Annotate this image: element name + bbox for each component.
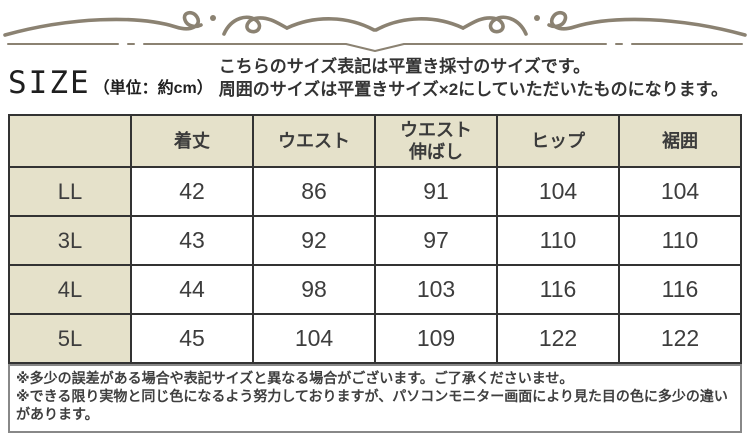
cell-ll-waist: 86	[252, 166, 376, 217]
intro-line-2: 周囲のサイズは平置きサイズ×2にしていただいたものになります。	[218, 80, 728, 99]
row-header-3l: 3L	[8, 215, 132, 266]
cell-5l-waist: 104	[252, 313, 376, 364]
column-header-length: 着丈	[130, 114, 254, 168]
cell-3l-hip: 110	[496, 215, 620, 266]
cell-ll-hip: 104	[496, 166, 620, 217]
decorative-flourish-divider	[3, 10, 747, 52]
table-header-row: 着丈 ウエスト ウエスト 伸ばし ヒップ 裾囲	[8, 114, 742, 168]
cell-3l-length: 43	[130, 215, 254, 266]
cell-ll-hem: 104	[618, 166, 742, 217]
table-row-5l: 5L 45 104 109 122 122	[8, 313, 742, 364]
notes-box: ※多少の誤差がある場合や表記サイズと異なる場合がございます。ご了承くださいませ。…	[8, 364, 742, 433]
cell-5l-hem: 122	[618, 313, 742, 364]
cell-ll-waist-stretched: 91	[374, 166, 498, 217]
column-header-hem: 裾囲	[618, 114, 742, 168]
note-line-2: ※できる限り実物と同じ色になるよう努力しておりますが、パソコンモニター画面により…	[16, 388, 728, 422]
row-header-5l: 5L	[8, 313, 132, 364]
cell-4l-length: 44	[130, 264, 254, 315]
cell-ll-length: 42	[130, 166, 254, 217]
cell-3l-waist-stretched: 97	[374, 215, 498, 266]
size-chart-image: SIZE （単位：約cm） こちらのサイズ表記は平置き採寸のサイズです。 周囲の…	[0, 4, 750, 439]
table-row-4l: 4L 44 98 103 116 116	[8, 264, 742, 315]
cell-4l-waist: 98	[252, 264, 376, 315]
table-row-ll: LL 42 86 91 104 104	[8, 166, 742, 217]
cell-4l-waist-stretched: 103	[374, 264, 498, 315]
unit-label: （単位：約cm）	[93, 80, 213, 97]
cell-5l-hip: 122	[496, 313, 620, 364]
cell-5l-waist-stretched: 109	[374, 313, 498, 364]
cell-3l-waist: 92	[252, 215, 376, 266]
cell-3l-hem: 110	[618, 215, 742, 266]
table-row-3l: 3L 43 92 97 110 110	[8, 215, 742, 266]
note-line-1: ※多少の誤差がある場合や表記サイズと異なる場合がございます。ご了承くださいませ。	[16, 370, 574, 386]
column-header-size	[8, 114, 132, 168]
intro-line-1: こちらのサイズ表記は平置き採寸のサイズです。	[218, 57, 591, 76]
cell-5l-length: 45	[130, 313, 254, 364]
row-header-4l: 4L	[8, 264, 132, 315]
size-title-group: SIZE （単位：約cm）	[8, 65, 213, 101]
cell-4l-hem: 116	[618, 264, 742, 315]
column-header-hip: ヒップ	[496, 114, 620, 168]
intro-text: こちらのサイズ表記は平置き採寸のサイズです。 周囲のサイズは平置きサイズ×2にし…	[219, 55, 728, 101]
column-header-waist-stretched: ウエスト 伸ばし	[374, 114, 498, 168]
page-title: SIZE	[8, 65, 91, 101]
column-header-waist: ウエスト	[252, 114, 376, 168]
title-area: SIZE （単位：約cm） こちらのサイズ表記は平置き採寸のサイズです。 周囲の…	[0, 54, 750, 110]
row-header-ll: LL	[8, 166, 132, 217]
cell-4l-hip: 116	[496, 264, 620, 315]
size-table: 着丈 ウエスト ウエスト 伸ばし ヒップ 裾囲 LL 42 86 91 104 …	[8, 114, 742, 364]
